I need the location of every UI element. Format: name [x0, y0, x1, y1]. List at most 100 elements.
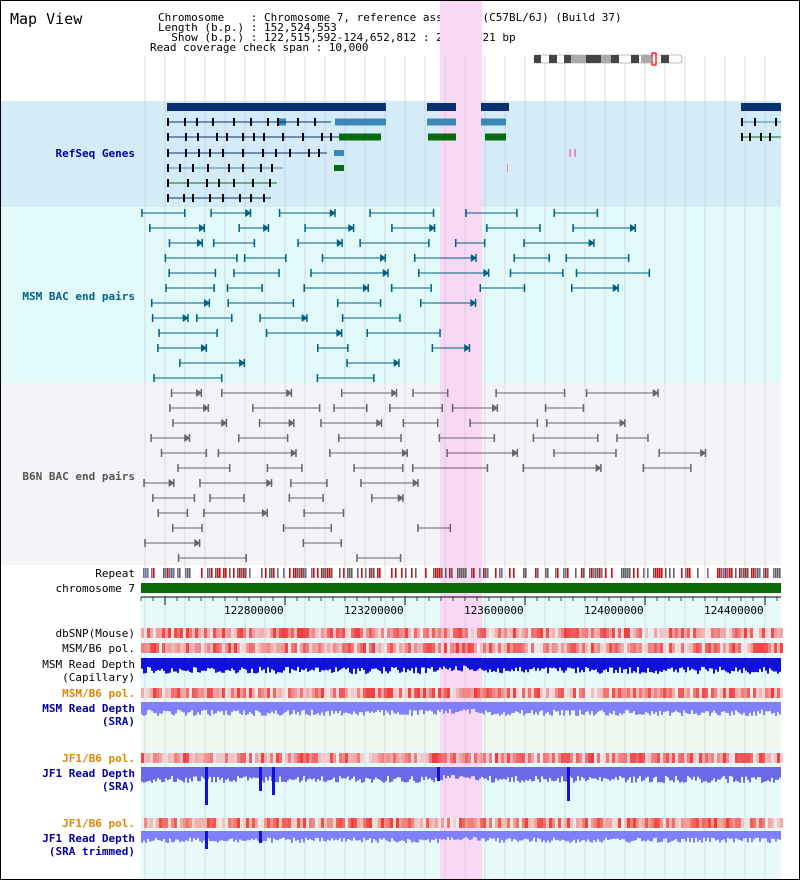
- msm-depth-sra-bar: [533, 702, 535, 715]
- jf1-depth-bar: [727, 767, 729, 783]
- jf1-depth-trim-bar: [661, 831, 663, 842]
- dbsnp-heat: [498, 628, 501, 638]
- msm-pol-heat: [690, 643, 693, 653]
- msm-depth-capillary-bar: [301, 658, 303, 670]
- jf1-depth-trim-bar: [143, 831, 145, 841]
- jf1-depth-trim-bar: [671, 831, 673, 842]
- msm-depth-capillary-bar: [187, 658, 189, 671]
- msm-depth-sra-bar: [241, 702, 243, 715]
- msm-depth-sra-bar: [569, 702, 571, 716]
- jf1-pol-heat: [621, 753, 624, 763]
- repeat-mark: [411, 568, 413, 578]
- msm-pol-sra-heat: [399, 688, 402, 698]
- b6n-bac-pair: [184, 434, 191, 442]
- jf1-depth-bar: [391, 767, 393, 782]
- dbsnp-heat: [285, 628, 288, 638]
- msm-depth-sra-bar: [405, 702, 407, 715]
- msm-depth-sra-bar: [461, 702, 463, 711]
- msm-pol-sra-heat: [300, 688, 303, 698]
- msm-depth-capillary-bar: [533, 658, 535, 668]
- dbsnp-heat: [471, 628, 474, 638]
- repeat-mark: [739, 568, 741, 578]
- jf1-depth-trim-bar: [405, 831, 407, 843]
- msm-depth-capillary-bar: [489, 658, 491, 670]
- msm-pol-sra-heat: [339, 688, 342, 698]
- jf1-depth-bar: [221, 767, 223, 778]
- jf1-pol-heat: [471, 753, 474, 763]
- msm-depth-sra-bar: [547, 702, 549, 712]
- msm-pol-sra-heat: [429, 688, 432, 698]
- jf1-depth-trim-bar: [369, 831, 371, 839]
- repeat-mark: [391, 568, 393, 578]
- msm-depth-capillary-bar: [737, 658, 739, 672]
- msm-depth-sra-bar: [577, 702, 579, 716]
- jf1-pol-heat: [390, 753, 393, 763]
- msm-depth-capillary-bar: [347, 658, 349, 668]
- msm-pol-sra-heat: [462, 688, 465, 698]
- msm-depth-sra-bar: [453, 702, 455, 714]
- jf1-depth-bar: [485, 767, 487, 779]
- dbsnp-heat: [687, 628, 690, 638]
- msm-depth-capillary-bar: [617, 658, 619, 673]
- dbsnp-heat: [156, 628, 159, 638]
- msm-pol-heat: [462, 643, 465, 653]
- jf1-depth-bar: [269, 767, 271, 777]
- dbsnp-heat: [522, 628, 525, 638]
- jf1-pol-heat: [633, 753, 636, 763]
- msm-pol-sra-heat: [696, 688, 699, 698]
- repeat-mark: [377, 568, 379, 578]
- jf1-pol-heat: [174, 753, 177, 763]
- jf1-depth-bar: [211, 767, 213, 783]
- b6n-bac-pair: [160, 449, 163, 457]
- dbsnp-heat: [291, 628, 294, 638]
- exon-mark: [226, 133, 228, 141]
- jf1-depth-bar: [419, 767, 421, 782]
- msm-depth-capillary-bar: [723, 658, 725, 670]
- msm-depth-capillary-bar: [545, 658, 547, 668]
- b6n-bac-pair: [169, 404, 171, 412]
- msm-depth-sra-bar: [665, 702, 667, 712]
- jf1-depth-trim-bar: [569, 831, 571, 843]
- msm-depth-capillary-bar: [671, 658, 673, 668]
- msm-depth-sra-bar: [305, 702, 307, 715]
- dbsnp-heat: [615, 628, 618, 638]
- b6n-bac-pair: [522, 464, 525, 472]
- msm-depth-capillary-bar: [647, 658, 649, 668]
- jf1-depth-trim-bar: [739, 831, 741, 841]
- gene-mark: [741, 103, 781, 111]
- jf1-pol-heat: [687, 753, 690, 763]
- msm-depth-sra-bar: [507, 702, 509, 715]
- jf1-depth-trim-bar: [151, 831, 153, 842]
- dbsnp-label: dbSNP(Mouse): [55, 627, 135, 640]
- msm-pol-heat: [672, 643, 675, 653]
- repeat-mark: [625, 568, 627, 578]
- msm-depth-sra-bar: [397, 702, 399, 713]
- msm-depth-sra-bar: [589, 702, 591, 715]
- repeat-mark: [295, 568, 297, 578]
- jf1-depth-bar: [499, 767, 501, 780]
- jf1-pol-trim-heat: [576, 818, 579, 828]
- b6n-bac-pair: [302, 539, 305, 547]
- msm-depth-sra-bar: [315, 702, 317, 715]
- jf1-depth-trim-bar: [659, 831, 661, 843]
- msm-pol-heat: [651, 643, 654, 653]
- msm-depth-sra-bar: [551, 702, 553, 716]
- dbsnp-heat: [177, 628, 180, 638]
- msm-depth-capillary-bar: [679, 658, 681, 669]
- jf1-pol-heat: [480, 753, 483, 763]
- msm-depth-sra-bar: [353, 702, 355, 712]
- msm-depth-capillary-bar: [631, 658, 633, 674]
- jf1-pol-heat: [198, 753, 201, 763]
- msm-depth-sra-bar: [755, 702, 757, 716]
- exon-mark: [297, 118, 299, 126]
- jf1-pol-heat: [354, 753, 357, 763]
- msm-depth-capillary-bar: [375, 658, 377, 669]
- dbsnp-heat: [252, 628, 255, 638]
- msm-depth-sra-bar: [411, 702, 413, 716]
- jf1-depth-trim-bar: [731, 831, 733, 839]
- msm-pol-heat: [546, 643, 549, 653]
- msm-bac-pair: [149, 224, 151, 232]
- jf1-depth-bar: [707, 767, 709, 783]
- exon-mark: [271, 164, 273, 172]
